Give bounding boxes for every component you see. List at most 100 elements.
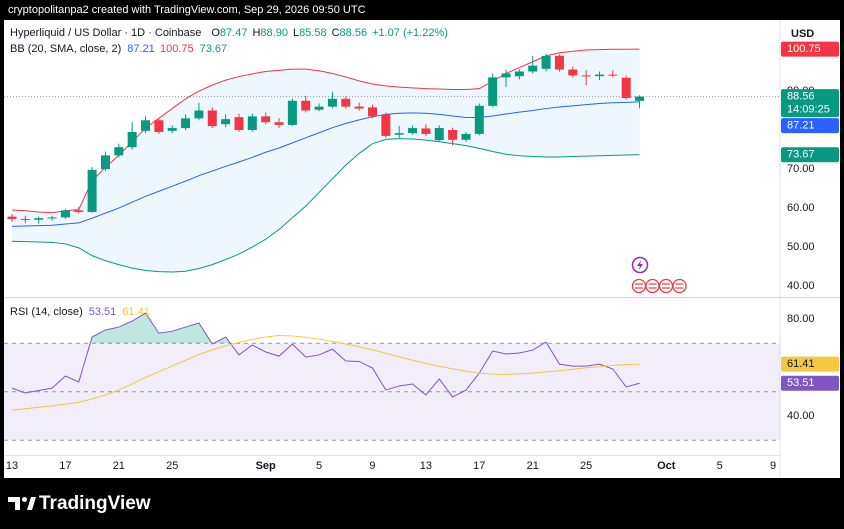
brand-name: TradingView bbox=[39, 493, 151, 514]
candle-body bbox=[20, 218, 30, 220]
candle-body bbox=[568, 69, 578, 76]
ohlc-prefix: C bbox=[332, 27, 340, 39]
candle-body bbox=[354, 106, 364, 109]
rsi-label: RSI (14, close) bbox=[10, 306, 83, 318]
rsi-plot bbox=[4, 312, 780, 441]
band-line bbox=[11, 48, 640, 214]
candle-body bbox=[394, 133, 404, 135]
candle-body bbox=[635, 96, 645, 101]
candle-body bbox=[367, 107, 377, 117]
candle-body bbox=[408, 128, 418, 134]
candle-body bbox=[274, 122, 284, 125]
y-tick-label: 60.00 bbox=[787, 202, 815, 214]
candle-body bbox=[301, 100, 311, 111]
candle-body bbox=[60, 210, 70, 218]
axis-unit: USD bbox=[791, 28, 814, 40]
candle-body bbox=[381, 114, 391, 136]
ohlc-value: 87.47 bbox=[220, 27, 248, 39]
x-tick-label: 21 bbox=[113, 460, 125, 472]
candle-body bbox=[554, 55, 564, 70]
candle-body bbox=[34, 218, 44, 220]
candle-body bbox=[114, 147, 124, 156]
candle-body bbox=[127, 131, 137, 148]
price-tag bbox=[781, 41, 839, 57]
x-tick-label: 9 bbox=[369, 460, 375, 472]
candle-body bbox=[221, 119, 231, 125]
candle-body bbox=[74, 210, 84, 212]
candle-body bbox=[234, 117, 244, 131]
x-tick-label: 13 bbox=[6, 460, 18, 472]
x-tick-label: 17 bbox=[473, 460, 485, 472]
price-tag-label: 100.75 bbox=[787, 43, 821, 55]
x-tick-label: 5 bbox=[717, 460, 723, 472]
candle-body bbox=[100, 155, 110, 170]
y-tick-label: 50.00 bbox=[787, 241, 815, 253]
x-tick-label: 21 bbox=[527, 460, 539, 472]
rsi-line bbox=[11, 312, 640, 398]
overlay: 40.0050.0060.0070.0080.0090.00100.0040.0… bbox=[6, 27, 839, 472]
candle-body bbox=[594, 74, 604, 77]
band-line bbox=[11, 138, 640, 273]
x-tick-label: 9 bbox=[770, 460, 776, 472]
candle-body bbox=[514, 71, 524, 77]
candle-body bbox=[581, 75, 591, 77]
ohlc-prefix: L bbox=[293, 27, 299, 39]
plot bbox=[4, 48, 780, 273]
ohlc-value: 88.90 bbox=[260, 27, 288, 39]
candle-body bbox=[341, 98, 351, 107]
candle-body bbox=[434, 128, 444, 141]
candle-body bbox=[207, 110, 217, 127]
candle-body bbox=[501, 73, 511, 78]
candle-body bbox=[327, 98, 337, 107]
candle-body bbox=[7, 216, 17, 219]
rsi-line bbox=[11, 335, 640, 411]
x-tick-label: Sep bbox=[256, 460, 276, 472]
legend-rsi: RSI (14, close) 53.51 61.41 bbox=[10, 306, 150, 318]
price-tag-label: 87.21 bbox=[787, 120, 815, 132]
candle-body bbox=[194, 110, 204, 119]
candle-body bbox=[461, 133, 471, 140]
candle-body bbox=[421, 128, 431, 134]
candle-body bbox=[621, 77, 631, 99]
band-fill bbox=[12, 49, 640, 273]
rsi-tag bbox=[781, 356, 839, 372]
candle-body bbox=[541, 55, 551, 69]
ohlc-prefix: H bbox=[252, 27, 260, 39]
candle-body bbox=[314, 106, 324, 110]
legend-bb: BB (20, SMA, close, 2) 87.21 100.75 73.67 bbox=[10, 43, 227, 55]
x-tick-label: 5 bbox=[316, 460, 322, 472]
price-tag-label: 73.67 bbox=[787, 149, 815, 161]
rsi-value: 61.41 bbox=[122, 306, 150, 318]
rsi-overbought-fill bbox=[12, 313, 640, 344]
x-tick-label: 25 bbox=[166, 460, 178, 472]
y-tick-label: 70.00 bbox=[787, 163, 815, 175]
price-tag bbox=[781, 147, 839, 163]
x-tick-label: 17 bbox=[59, 460, 71, 472]
x-tick-label: Oct bbox=[657, 460, 676, 472]
indicator-label: BB (20, SMA, close, 2) bbox=[10, 43, 121, 55]
candle-body bbox=[167, 128, 177, 131]
candle-body bbox=[247, 116, 257, 131]
candle-body bbox=[261, 116, 271, 123]
price-tag bbox=[781, 89, 839, 118]
candle-body bbox=[474, 105, 484, 134]
ohlc-prefix: O bbox=[211, 27, 220, 39]
indicator-value: 100.75 bbox=[160, 43, 194, 55]
indicator-value: 73.67 bbox=[200, 43, 228, 55]
rsi-tick-label: 40.00 bbox=[787, 410, 815, 422]
price-tag bbox=[781, 118, 839, 134]
ohlc-value: 88.56 bbox=[340, 27, 368, 39]
candle-body bbox=[448, 130, 458, 140]
event-icons bbox=[631, 256, 687, 294]
candle-body bbox=[141, 120, 151, 131]
rsi-tag bbox=[781, 375, 839, 391]
x-tick-label: 13 bbox=[420, 460, 432, 472]
rsi-tick-label: 80.00 bbox=[787, 313, 815, 325]
brand-logo bbox=[8, 497, 36, 510]
candle-body bbox=[528, 65, 538, 72]
candle-body bbox=[287, 100, 297, 125]
x-tick-label: 25 bbox=[580, 460, 592, 472]
y-tick-label: 40.00 bbox=[787, 280, 815, 292]
